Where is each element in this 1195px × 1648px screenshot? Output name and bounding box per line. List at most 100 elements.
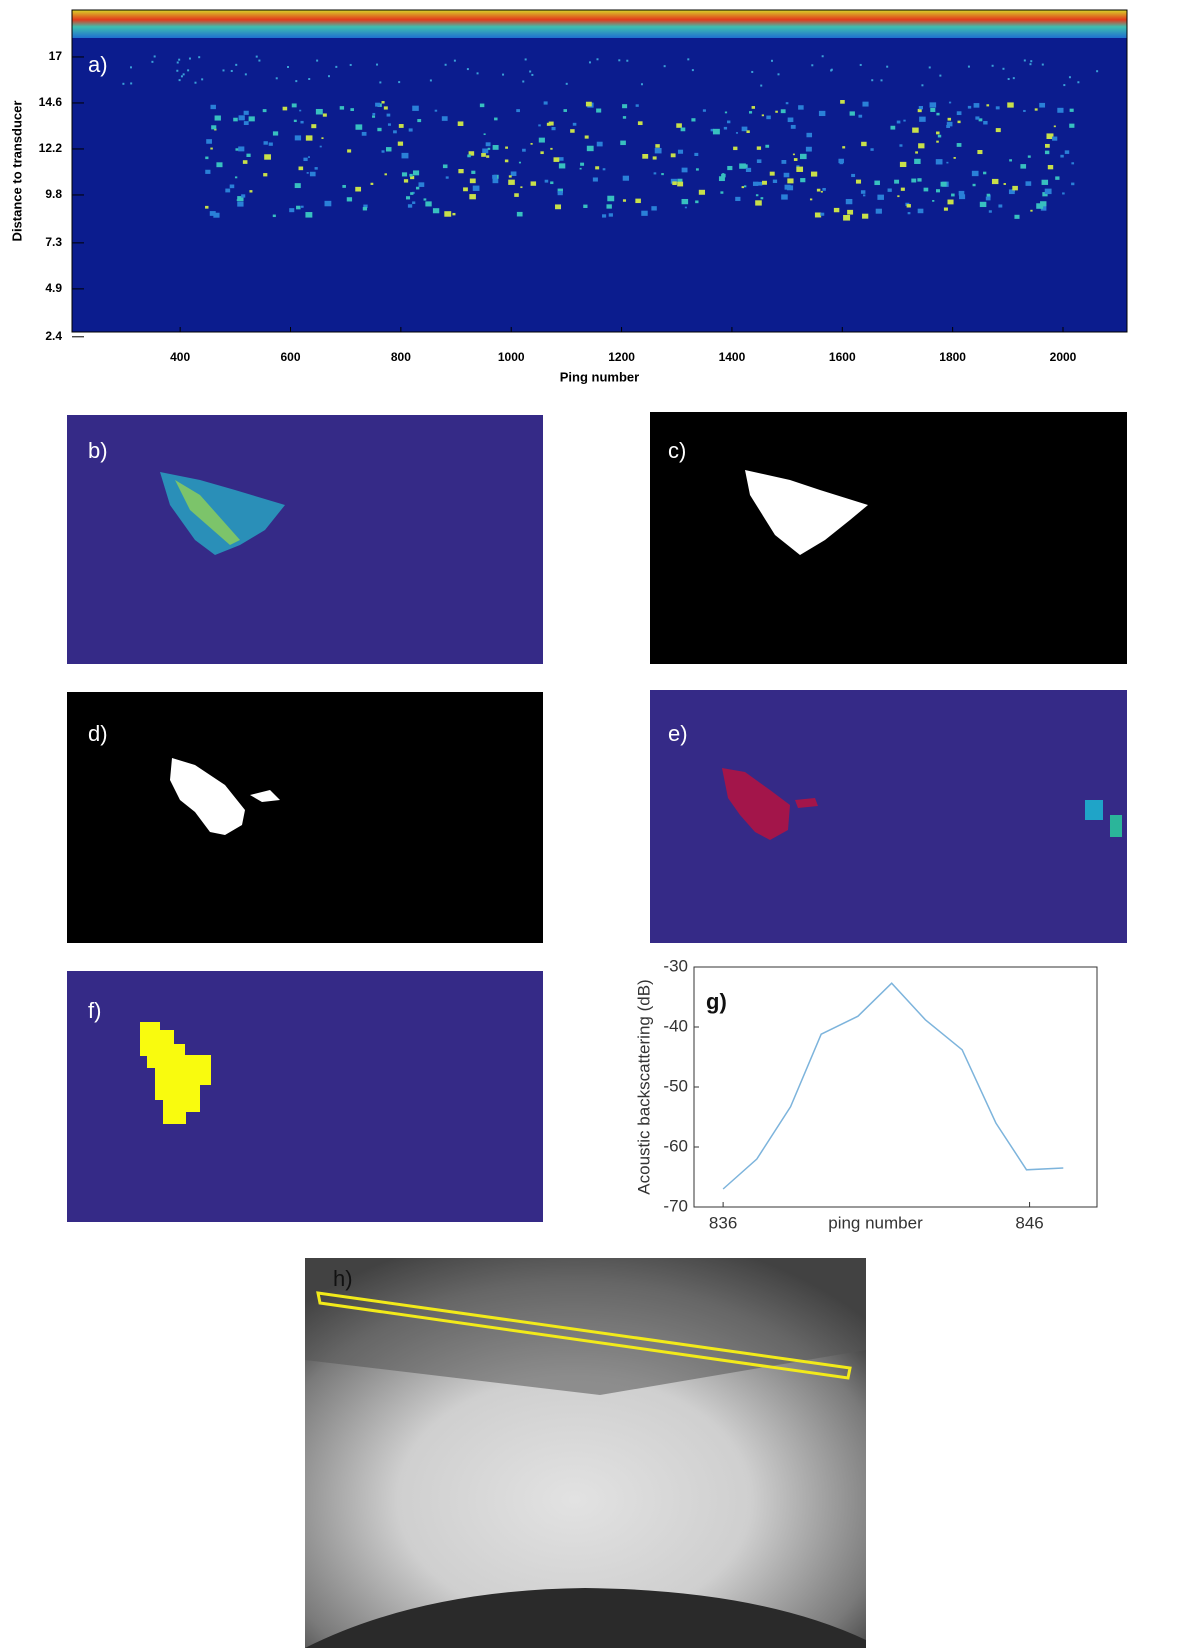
echo-speckle	[595, 166, 600, 170]
echo-speckle	[670, 178, 677, 184]
echo-speckle	[787, 117, 794, 123]
echo-speckle	[726, 120, 731, 124]
echo-speckle	[355, 186, 362, 192]
echo-speckle	[372, 112, 376, 116]
echo-speckle	[743, 185, 747, 188]
echo-speckle	[444, 63, 447, 66]
echo-speckle	[681, 198, 689, 205]
echo-speckle	[1063, 84, 1066, 87]
echo-speckle	[777, 73, 780, 76]
echo-speckle	[1012, 185, 1018, 191]
echo-speckle	[294, 135, 302, 141]
echo-speckle	[583, 204, 588, 208]
echo-speckle	[385, 147, 392, 152]
echo-speckle	[928, 66, 931, 69]
echo-speckle	[702, 109, 706, 112]
x-tick-label: 2000	[1050, 350, 1077, 364]
echo-speckle	[1027, 155, 1031, 158]
blob	[1085, 800, 1103, 820]
echo-speckle	[412, 170, 420, 176]
echo-speckle	[921, 84, 924, 87]
echo-speckle	[1042, 192, 1048, 197]
echo-speckle	[558, 163, 566, 169]
echo-speckle	[900, 187, 905, 191]
echo-speckle	[401, 152, 409, 159]
echo-speckle	[234, 176, 238, 179]
echo-speckle	[861, 141, 867, 147]
echo-speckle	[243, 110, 249, 115]
echo-speckle	[442, 164, 448, 169]
echo-speckle	[316, 59, 319, 62]
y-tick-label: -70	[663, 1196, 688, 1215]
panel-label: g)	[706, 989, 727, 1014]
x-tick-label: 1000	[498, 350, 525, 364]
echo-speckle	[735, 132, 739, 134]
echo-speckle	[307, 156, 310, 158]
echo-speckle	[492, 145, 499, 150]
echo-speckle	[772, 179, 778, 183]
echo-speckle	[504, 159, 509, 163]
echo-speckle	[418, 182, 425, 187]
echo-speckle	[434, 109, 438, 112]
echo-speckle	[409, 173, 413, 177]
echo-speckle	[176, 61, 179, 64]
echo-speckle	[153, 55, 156, 58]
echo-speckle	[524, 58, 527, 61]
echo-speckle	[695, 168, 699, 171]
surface-band	[72, 10, 1127, 38]
echo-speckle	[988, 210, 992, 213]
echo-speckle	[721, 173, 726, 178]
echo-speckle	[596, 108, 602, 113]
echo-speckle	[522, 80, 525, 83]
echo-speckle	[915, 151, 918, 154]
echo-speckle	[1030, 60, 1033, 63]
echo-speckle	[886, 65, 889, 68]
y-tick-label: -50	[663, 1076, 688, 1095]
echo-speckle	[350, 108, 354, 112]
echo-speckle	[871, 79, 874, 82]
echo-speckle	[405, 196, 411, 200]
echo-speckle	[842, 146, 846, 149]
echo-speckle	[875, 208, 882, 214]
echo-speckle	[670, 153, 676, 158]
echo-speckle	[855, 179, 862, 184]
echo-speckle	[1069, 123, 1075, 128]
echo-speckle	[417, 119, 422, 123]
echo-speckle	[684, 206, 687, 209]
echo-speckle	[492, 174, 498, 179]
echo-speckle	[264, 154, 271, 160]
echo-speckle	[1023, 59, 1026, 62]
y-axis-label: Acoustic backscattering (dB)	[634, 979, 653, 1194]
echo-speckle	[820, 212, 825, 216]
echo-speckle	[957, 120, 961, 124]
echo-speckle	[862, 101, 869, 107]
echo-speckle	[384, 173, 387, 176]
echo-speckle	[654, 147, 662, 154]
echo-speckle	[917, 208, 924, 214]
panel-label: e)	[668, 721, 688, 746]
y-tick-label: 17	[49, 49, 63, 63]
echo-speckle	[262, 109, 267, 113]
echo-speckle	[201, 78, 204, 81]
echo-speckle	[244, 73, 247, 76]
echo-speckle	[407, 204, 413, 208]
echogram-bg	[72, 10, 1127, 332]
echo-speckle	[308, 77, 311, 80]
echo-speckle	[1003, 183, 1006, 185]
echo-speckle	[977, 150, 983, 155]
panel-f: f)	[67, 971, 543, 1222]
echo-speckle	[935, 159, 943, 165]
y-tick-label: 9.8	[45, 187, 62, 201]
echo-speckle	[641, 210, 648, 216]
echo-speckle	[830, 68, 833, 71]
echo-speckle	[237, 196, 244, 202]
echo-speckle	[894, 179, 900, 184]
echo-speckle	[843, 214, 851, 221]
echo-speckle	[559, 157, 564, 161]
echo-speckle	[748, 111, 753, 114]
echo-speckle	[986, 193, 991, 197]
echo-speckle	[238, 115, 245, 121]
echo-speckle	[235, 63, 238, 66]
y-tick-label: 7.3	[45, 235, 62, 249]
echo-speckle	[514, 193, 519, 197]
